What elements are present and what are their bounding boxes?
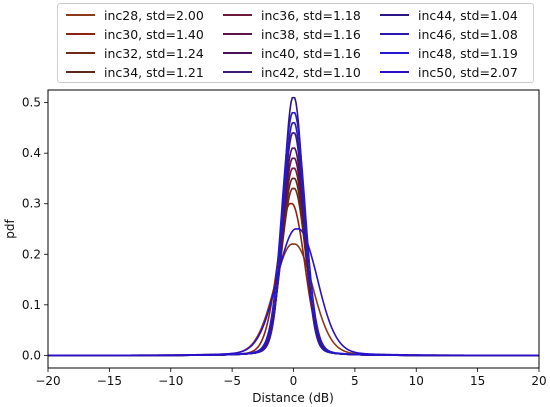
x-axis-ticks: −20 −15 −10 −5 0 5 10 15 20 xyxy=(35,368,547,388)
legend-label: inc32, std=1.24 xyxy=(104,45,204,61)
y-tick-label: 0.5 xyxy=(22,96,41,110)
y-axis-ticks: 0.0 0.1 0.2 0.3 0.4 0.5 xyxy=(22,96,48,362)
y-tick-label: 0.4 xyxy=(22,146,41,160)
legend-label: inc46, std=1.08 xyxy=(418,26,518,42)
y-axis-label: pdf xyxy=(3,219,17,239)
legend-swatch xyxy=(223,71,252,73)
x-axis-label: Distance (dB) xyxy=(252,391,334,405)
legend-item: inc32, std=1.24 xyxy=(66,44,204,62)
legend-item: inc30, std=1.40 xyxy=(66,25,204,43)
legend: inc28, std=2.00 inc30, std=1.40 inc32, std… xyxy=(57,3,534,83)
legend-swatch xyxy=(380,71,409,73)
legend-label: inc28, std=2.00 xyxy=(104,7,204,23)
legend-label: inc38, std=1.16 xyxy=(261,26,361,42)
x-tick-label: 20 xyxy=(531,374,546,388)
legend-item: inc42, std=1.10 xyxy=(223,63,361,81)
x-tick-label: −15 xyxy=(97,374,122,388)
plot-area xyxy=(48,90,539,368)
legend-label: inc40, std=1.16 xyxy=(261,45,361,61)
y-tick-label: 0.0 xyxy=(22,348,41,362)
legend-label: inc44, std=1.04 xyxy=(418,7,518,23)
legend-item: inc50, std=2.07 xyxy=(380,63,518,81)
series-line-11 xyxy=(48,227,539,357)
legend-swatch xyxy=(223,14,252,16)
y-tick-label: 0.2 xyxy=(22,247,41,261)
legend-item: inc38, std=1.16 xyxy=(223,25,361,43)
x-tick-label: −5 xyxy=(223,374,241,388)
y-tick-label: 0.1 xyxy=(22,298,41,312)
series-lines xyxy=(48,96,539,357)
x-tick-label: 0 xyxy=(290,374,298,388)
legend-item: inc44, std=1.04 xyxy=(380,6,518,24)
legend-swatch xyxy=(66,14,95,16)
legend-swatch xyxy=(66,52,95,54)
legend-label: inc36, std=1.18 xyxy=(261,7,361,23)
x-tick-label: 5 xyxy=(351,374,359,388)
legend-swatch xyxy=(380,52,409,54)
legend-item: inc46, std=1.08 xyxy=(380,25,518,43)
legend-label: inc30, std=1.40 xyxy=(104,26,204,42)
legend-swatch xyxy=(66,33,95,35)
legend-item: inc36, std=1.18 xyxy=(223,6,361,24)
x-tick-label: −10 xyxy=(158,374,183,388)
legend-item: inc34, std=1.21 xyxy=(66,63,204,81)
legend-item: inc28, std=2.00 xyxy=(66,6,204,24)
legend-swatch xyxy=(380,33,409,35)
legend-swatch xyxy=(380,14,409,16)
legend-item: inc48, std=1.19 xyxy=(380,44,518,62)
x-tick-label: −20 xyxy=(35,374,60,388)
legend-swatch xyxy=(223,52,252,54)
legend-swatch xyxy=(223,33,252,35)
legend-item: inc40, std=1.16 xyxy=(223,44,361,62)
x-tick-label: 10 xyxy=(409,374,424,388)
legend-label: inc50, std=2.07 xyxy=(418,64,518,80)
x-tick-label: 15 xyxy=(470,374,485,388)
y-tick-label: 0.3 xyxy=(22,197,41,211)
legend-label: inc48, std=1.19 xyxy=(418,45,518,61)
legend-label: inc34, std=1.21 xyxy=(104,64,204,80)
legend-swatch xyxy=(66,71,95,73)
legend-label: inc42, std=1.10 xyxy=(261,64,361,80)
